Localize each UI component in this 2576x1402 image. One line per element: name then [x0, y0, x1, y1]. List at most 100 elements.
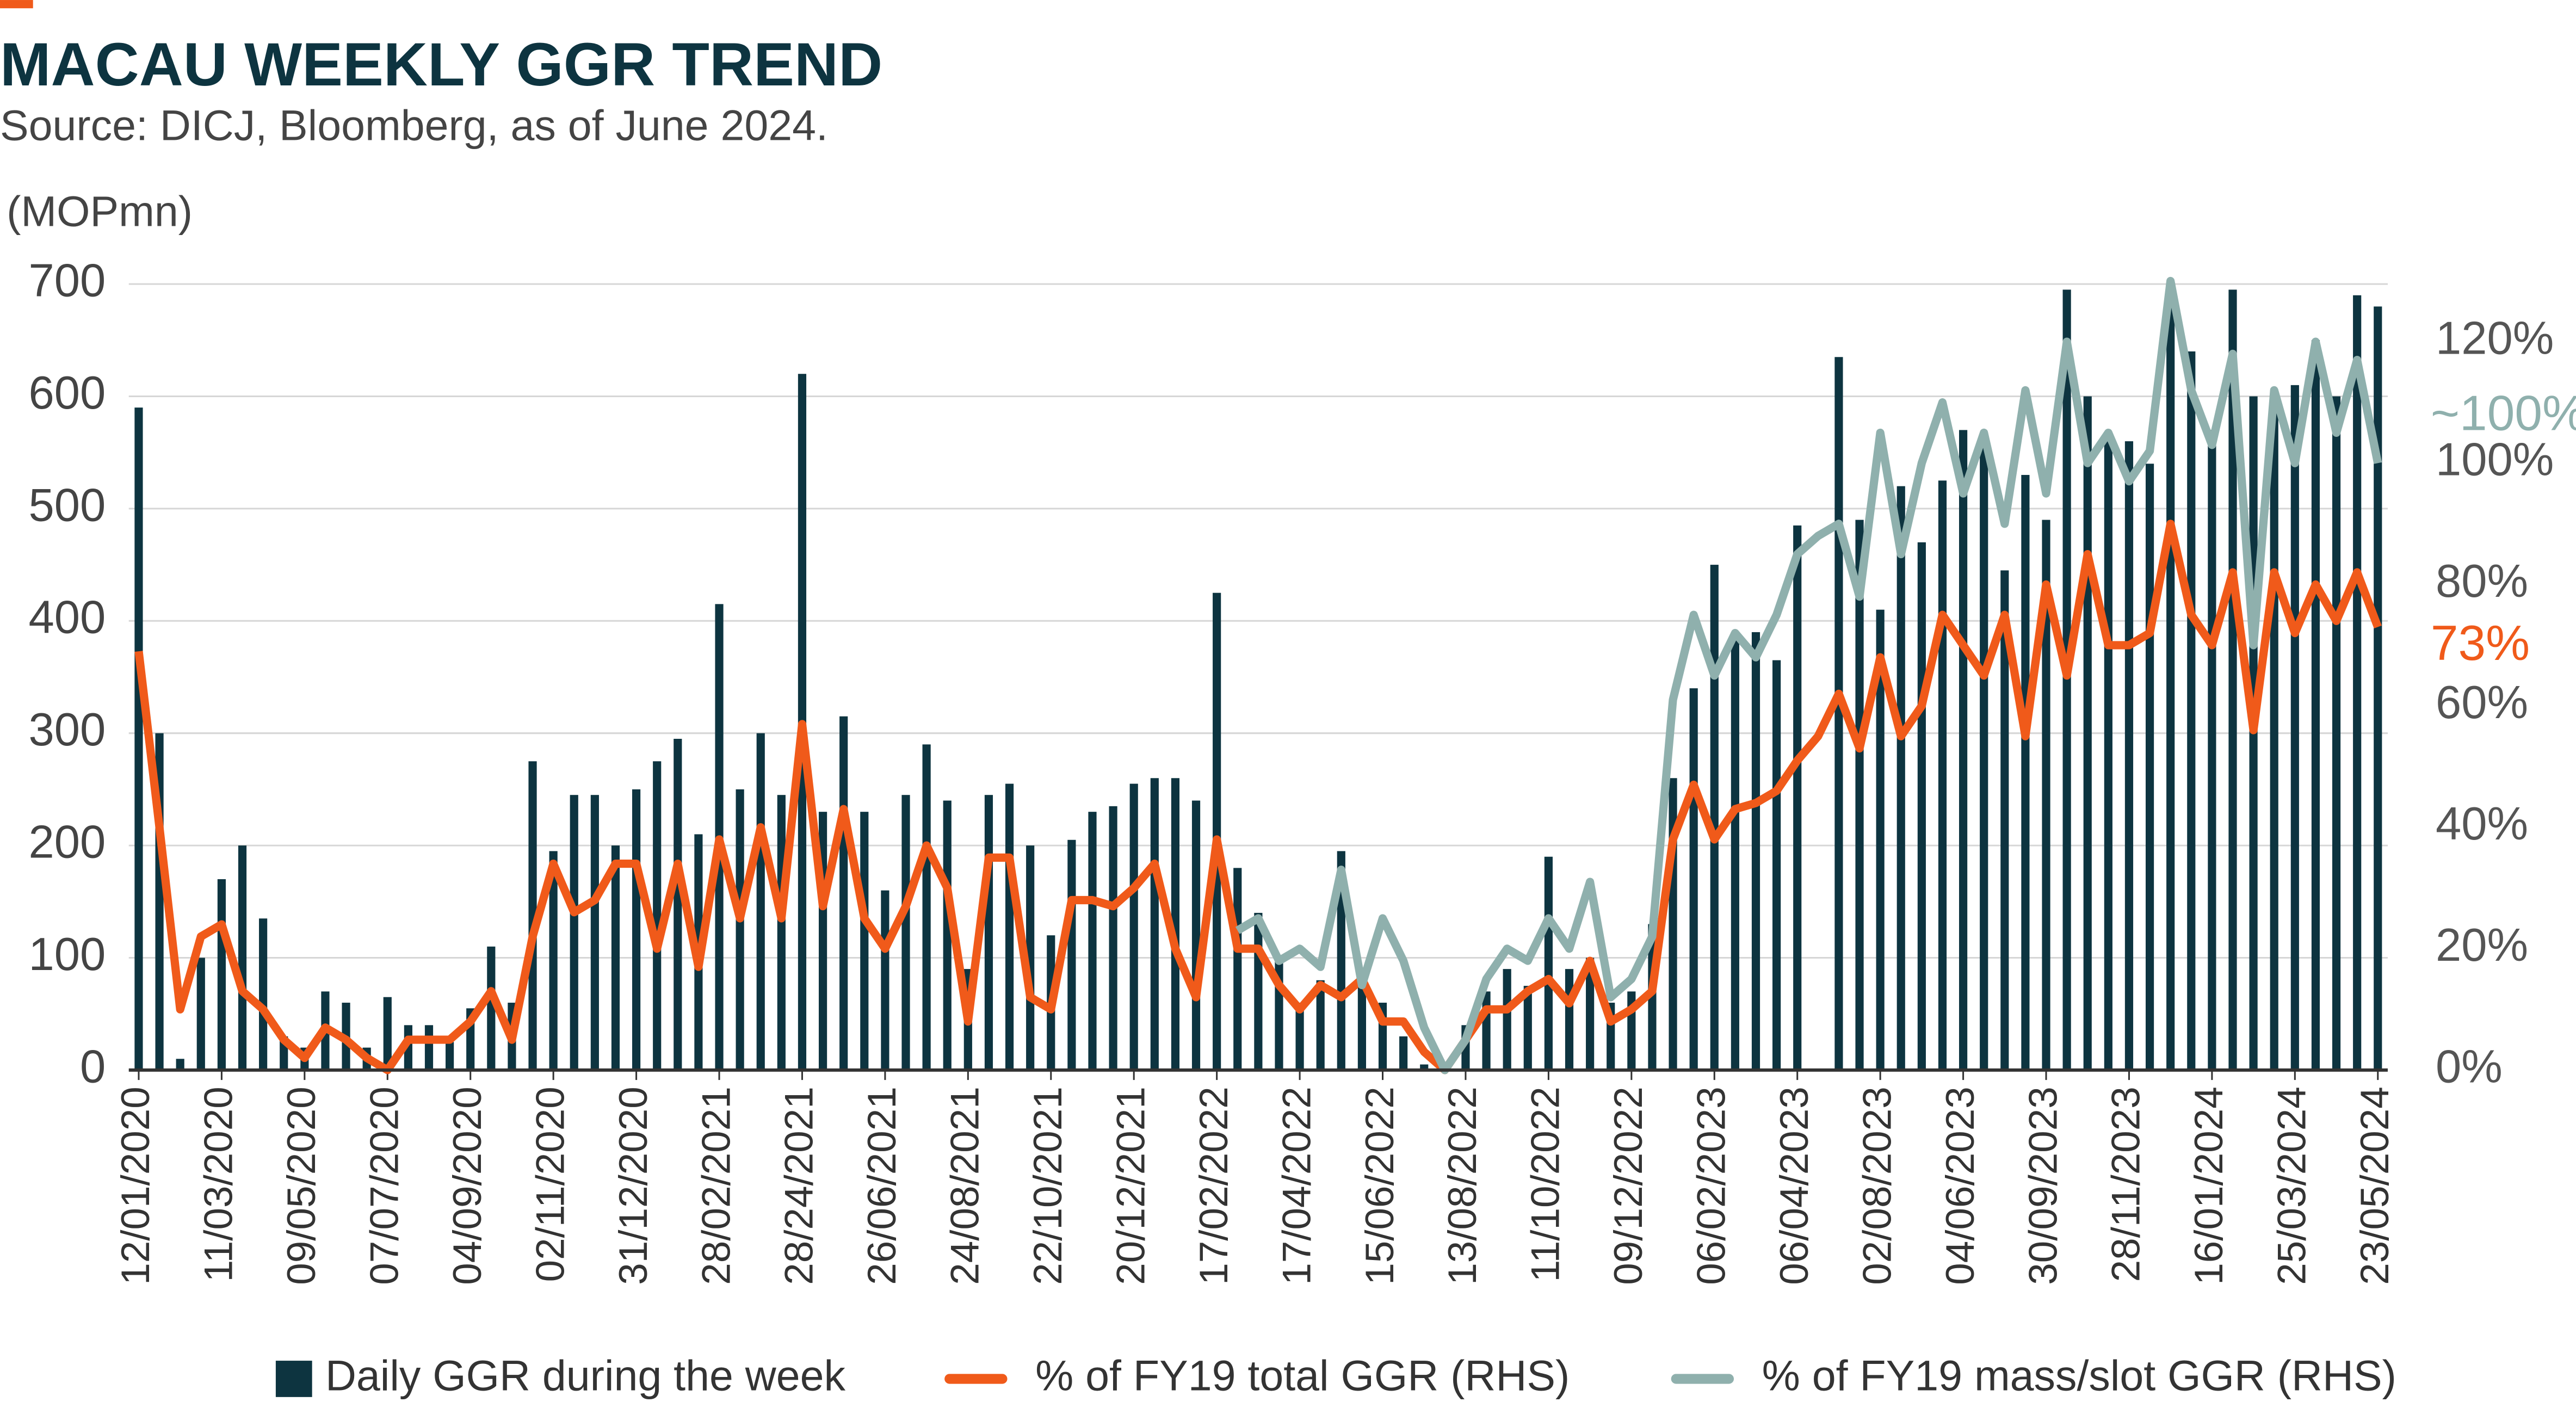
bar [1586, 958, 1595, 1070]
bar [2208, 430, 2216, 1070]
bar [881, 890, 889, 1070]
bar [1917, 542, 1926, 1070]
x-tick-label: 15/06/2022 [1358, 1086, 1402, 1285]
bar [217, 879, 226, 1070]
bar [2270, 396, 2278, 1070]
bar [570, 795, 578, 1070]
x-tick-label: 22/10/2021 [1026, 1086, 1070, 1285]
bar [1959, 430, 1968, 1070]
bar [2374, 306, 2382, 1070]
bar [1855, 520, 1864, 1070]
bar [528, 761, 537, 1070]
chart-title: MACAU WEEKLY GGR TREND [0, 30, 882, 98]
bar [2166, 306, 2175, 1070]
bar [2290, 385, 2299, 1070]
x-tick-label: 09/12/2022 [1607, 1086, 1651, 1285]
x-tick-label: 12/01/2020 [114, 1086, 158, 1285]
bar [1710, 565, 1719, 1070]
x-tick-label: 06/02/2023 [1690, 1086, 1734, 1285]
bar [134, 407, 143, 1070]
bar [1793, 525, 1802, 1070]
x-tick-label: 02/08/2023 [1855, 1086, 1899, 1285]
bar [1191, 800, 1201, 1070]
bar [632, 789, 641, 1070]
y2-tick-label: 120% [2436, 313, 2554, 365]
x-tick-label: 07/07/2020 [363, 1086, 407, 1285]
bar [2124, 441, 2134, 1070]
bar [2104, 441, 2112, 1070]
bar [176, 1059, 184, 1070]
x-tick-label: 11/03/2020 [197, 1086, 241, 1282]
line [134, 520, 2382, 1074]
x-tick-label: 28/02/2021 [694, 1086, 738, 1285]
bar [1731, 632, 1739, 1070]
y-tick-label: 500 [28, 479, 106, 531]
bar [1254, 912, 1263, 1070]
bar [611, 845, 620, 1070]
bar [1026, 845, 1035, 1070]
bar [1088, 812, 1097, 1070]
x-tick-label: 04/09/2020 [446, 1086, 490, 1285]
bar [2000, 570, 2009, 1070]
bar [1295, 1003, 1304, 1070]
legend-swatch [275, 1361, 312, 1397]
legend-label: % of FY19 total GGR (RHS) [1035, 1351, 1570, 1399]
bar [1482, 991, 1491, 1070]
x-tick-label: 20/12/2021 [1109, 1086, 1153, 1285]
x-tick-label: 31/12/2020 [611, 1086, 656, 1285]
bar [259, 918, 268, 1070]
x-tick-label: 28/24/2021 [777, 1086, 821, 1285]
bar [653, 761, 662, 1070]
bar [1544, 856, 1553, 1070]
y-tick-label: 100 [28, 929, 106, 980]
bar [1834, 357, 1843, 1070]
bar [2145, 464, 2154, 1070]
bar [1897, 486, 1905, 1070]
y2-tick-label: 20% [2436, 919, 2528, 971]
y-tick-label: 600 [28, 367, 106, 419]
chart-subtitle: Source: DICJ, Bloomberg, as of June 2024… [0, 102, 828, 150]
x-tick-label: 17/04/2022 [1275, 1086, 1319, 1285]
bar [1751, 632, 1760, 1070]
bar [984, 795, 993, 1070]
bar [1876, 609, 1885, 1070]
y2-tick-label: 60% [2436, 677, 2528, 728]
y-tick-label: 0 [80, 1041, 106, 1092]
bar [1689, 688, 1698, 1070]
x-tick-label: 24/08/2021 [943, 1086, 987, 1285]
bar [1213, 592, 1221, 1070]
bar [1357, 980, 1367, 1070]
x-tick-label: 04/06/2023 [1938, 1086, 1982, 1285]
bar [943, 800, 952, 1070]
x-tick-label: 16/01/2024 [2187, 1086, 2231, 1285]
legend-label: Daily GGR during the week [325, 1351, 846, 1399]
y-axis-label: (MOPmn) [7, 187, 193, 235]
x-tick-label: 09/05/2020 [280, 1086, 324, 1285]
y2-tick-label: 0% [2436, 1041, 2503, 1092]
bar [2042, 520, 2050, 1070]
bar [2332, 396, 2341, 1070]
x-tick-label: 13/08/2022 [1441, 1086, 1485, 1285]
bar [2187, 351, 2196, 1070]
bar [1980, 435, 1988, 1070]
bar [1150, 778, 1159, 1070]
bar [2228, 289, 2237, 1070]
bar [922, 744, 931, 1070]
y-tick-label: 400 [28, 592, 106, 644]
bar [1523, 986, 1532, 1070]
y2-tick-label: 100% [2436, 434, 2554, 486]
bar [1337, 851, 1345, 1070]
annotation: 73% [2431, 616, 2530, 671]
bar [2021, 474, 2030, 1070]
bar [590, 795, 599, 1070]
x-tick-label: 17/02/2022 [1192, 1086, 1236, 1285]
x-tick-label: 06/04/2023 [1772, 1086, 1817, 1285]
bar [1420, 1064, 1429, 1070]
bar [2083, 396, 2092, 1070]
bar [674, 739, 682, 1070]
bar [1316, 980, 1325, 1070]
bar [860, 812, 869, 1070]
bar [1005, 783, 1014, 1070]
